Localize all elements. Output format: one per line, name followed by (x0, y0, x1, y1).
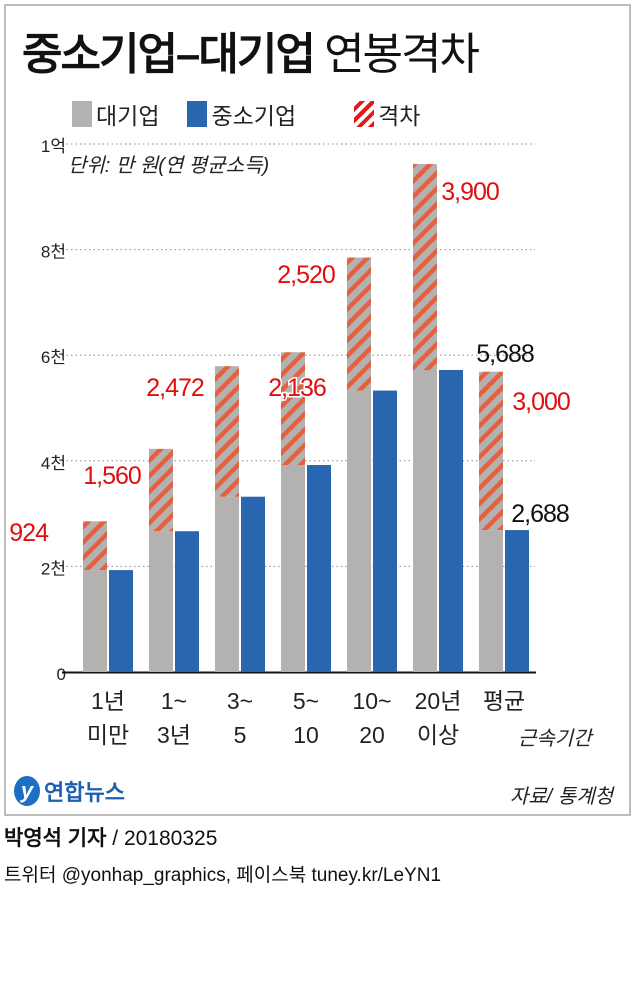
legend-sme: 중소기업 (187, 97, 296, 131)
byline: 박영석 기자 / 20180325 (4, 822, 217, 852)
x-tick-line: 3년 (157, 722, 191, 748)
bar-gap-segment (479, 371, 503, 531)
x-tick-line: 미만 (86, 722, 130, 748)
legend-label: 중소기업 (211, 103, 297, 129)
bar-sme (307, 465, 331, 672)
x-tick-line: 1년 (91, 688, 125, 714)
bar-chart: 0 2천 4천 6천 8천 1억 924 1,560 2,472 2,136 2,520 3,900… (8, 137, 573, 684)
legend-large: 대기업 (72, 97, 159, 131)
legend-label: 격차 (378, 103, 421, 129)
gap-label: 3,000 (512, 388, 570, 416)
x-tick-line: 5~ (292, 688, 320, 714)
x-tick-label: 5~ 10 (271, 684, 341, 752)
bar-large-base (347, 390, 371, 672)
bar-sme (373, 390, 397, 672)
gap-label: 924 (9, 519, 49, 547)
source: 자료/ 통계청 (509, 786, 613, 808)
legend-gap: 격차 (354, 97, 420, 131)
bar-sme (505, 530, 529, 672)
title-bold: 중소기업–대기업 (22, 30, 316, 79)
avg-sme-label: 2,688 (511, 500, 569, 528)
x-axis-title: 근속기간 (518, 728, 592, 750)
x-tick-label: 1~ 3년 (139, 684, 209, 752)
legend-swatch-stripe (354, 101, 375, 127)
bar-large-base (479, 530, 503, 672)
yonhap-logo: y 연합뉴스 (14, 775, 125, 807)
infographic-frame (4, 4, 631, 816)
bar-large-base (215, 496, 239, 672)
x-tick-label: 평균 (469, 684, 539, 752)
avg-large-label: 5,688 (476, 340, 534, 368)
gap-label: 2,472 (146, 374, 204, 402)
social-links: 트위터 @yonhap_graphics, 페이스북 tuney.kr/LeYN… (4, 865, 442, 886)
bar-gap-segment (413, 164, 437, 370)
unit-note: 단위: 만 원(연 평균소득) (68, 155, 270, 177)
x-tick-line: 평균 (482, 688, 526, 714)
bar-sme (175, 531, 199, 672)
x-tick-label: 10~ 20 (337, 684, 407, 752)
x-tick-line: 20 (359, 722, 385, 748)
x-tick-line: 이상 (416, 722, 460, 748)
gap-label: 2,520 (277, 261, 335, 289)
chart-title: 중소기업–대기업 연봉격차 (22, 18, 480, 82)
bar-gap-segment (347, 257, 371, 391)
x-tick-line: 10~ (352, 688, 392, 714)
bar-gap-segment (281, 352, 305, 466)
logo-icon: y (14, 776, 40, 806)
bar-sme (241, 496, 265, 672)
x-tick-line: 5 (233, 722, 247, 748)
date: / 20180325 (112, 827, 218, 850)
bar-large-base (83, 570, 107, 672)
title-light: 연봉격차 (324, 30, 480, 79)
x-tick-line: 3~ (226, 688, 254, 714)
gap-label: 3,900 (441, 178, 499, 206)
y-tick-label: 1억 (41, 137, 66, 156)
gap-label: 2,136 (268, 374, 326, 402)
x-tick-line: 10 (293, 722, 319, 748)
y-tick-label: 4천 (41, 454, 66, 473)
legend-swatch-blue (187, 101, 208, 127)
y-tick-label: 8천 (41, 243, 66, 262)
bar-large-base (281, 465, 305, 672)
reporter: 박영석 기자 (4, 827, 107, 850)
bar-large-base (413, 369, 437, 672)
bar-gap-segment (215, 366, 239, 497)
y-tick-label: 2천 (41, 559, 66, 578)
y-tick-label: 6천 (41, 348, 66, 367)
x-tick-line: 20년 (414, 688, 462, 714)
bar-sme (439, 369, 463, 672)
x-tick-line: 1~ (160, 688, 188, 714)
logo-text: 연합뉴스 (44, 780, 125, 805)
gap-label: 1,560 (83, 462, 141, 490)
legend: 대기업 중소기업 격차 (72, 97, 448, 131)
bar-large-base (149, 531, 173, 672)
bar-gap-segment (149, 448, 173, 532)
x-tick-label: 3~ 5 (205, 684, 275, 752)
legend-swatch-gray (72, 101, 92, 127)
y-tick-label: 0 (57, 665, 66, 684)
bar-gap-segment (83, 521, 107, 571)
bar-sme (109, 570, 133, 672)
legend-label: 대기업 (96, 103, 160, 129)
